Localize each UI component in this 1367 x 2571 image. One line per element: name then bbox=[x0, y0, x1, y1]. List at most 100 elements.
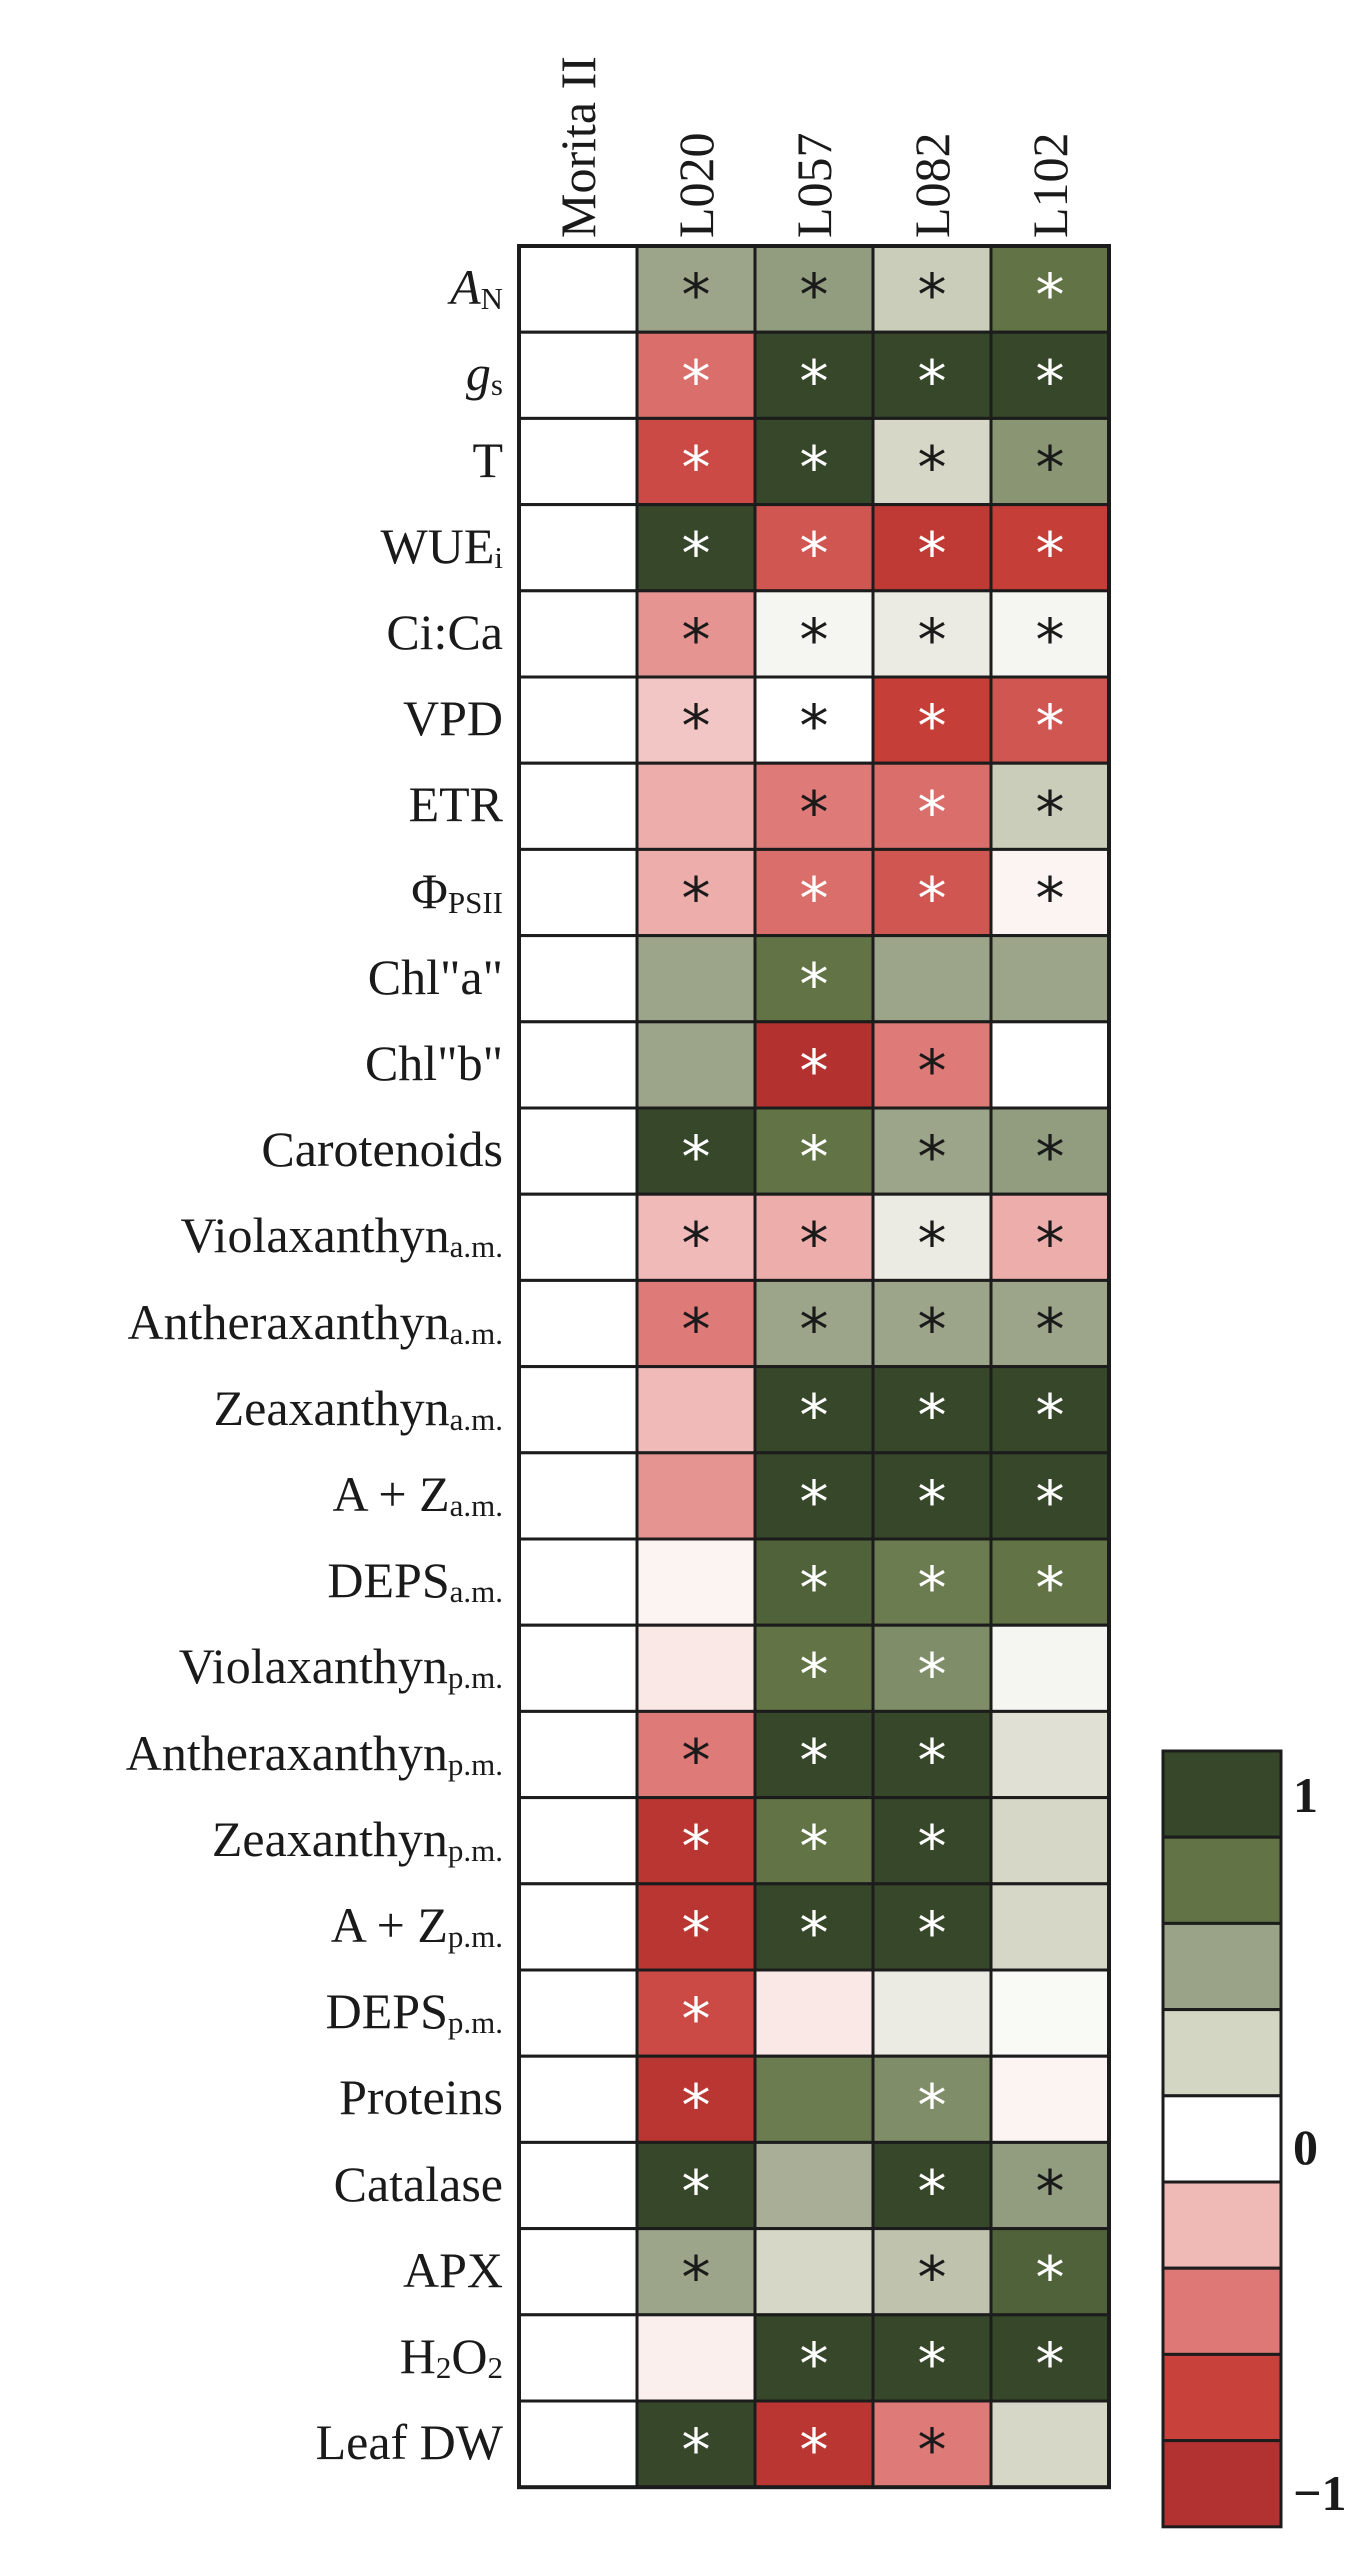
row-label-main: Chl"a" bbox=[367, 948, 503, 1005]
row-label-main: Zeaxanthyn bbox=[213, 1379, 450, 1436]
significance-marker: * bbox=[800, 2330, 829, 2398]
significance-marker: * bbox=[918, 1037, 947, 1105]
row-label-subscript: a.m. bbox=[449, 1401, 503, 1437]
heatmap-cell bbox=[517, 2399, 639, 2489]
heatmap-cell bbox=[989, 2054, 1111, 2144]
row-label: Zeaxanthynp.m. bbox=[212, 1809, 503, 1881]
row-label-main: Antheraxanthyn bbox=[127, 1293, 450, 1350]
heatmap-cell bbox=[635, 2227, 757, 2317]
heatmap-cell bbox=[753, 675, 875, 765]
significance-marker: * bbox=[1036, 692, 1065, 760]
heatmap-cell bbox=[753, 1623, 875, 1713]
row-label-main: APX bbox=[402, 2241, 503, 2298]
heatmap-cell bbox=[517, 2054, 639, 2144]
significance-marker: * bbox=[800, 347, 829, 415]
row-label: A + Za.m. bbox=[333, 1464, 503, 1536]
significance-marker: * bbox=[800, 1640, 829, 1708]
significance-marker: * bbox=[1036, 606, 1065, 674]
significance-marker: * bbox=[1036, 2244, 1065, 2312]
significance-marker: * bbox=[800, 606, 829, 674]
heatmap-cell bbox=[989, 934, 1111, 1024]
legend-tick-label: 1 bbox=[1293, 1767, 1318, 1823]
heatmap-cell bbox=[871, 934, 993, 1024]
significance-marker: * bbox=[800, 1813, 829, 1881]
significance-marker: * bbox=[682, 692, 711, 760]
significance-marker: * bbox=[800, 1123, 829, 1191]
heatmap-cell bbox=[753, 1537, 875, 1627]
significance-marker: * bbox=[918, 606, 947, 674]
row-label-main: Ci:Ca bbox=[386, 603, 503, 660]
significance-marker: * bbox=[800, 951, 829, 1019]
row-label-subscript: N bbox=[480, 281, 503, 317]
significance-marker: * bbox=[800, 692, 829, 760]
heatmap-cell bbox=[635, 675, 757, 765]
heatmap-cell bbox=[753, 330, 875, 420]
row-label: ΦPSII bbox=[411, 861, 503, 933]
significance-marker: * bbox=[1036, 261, 1065, 329]
row-label-subscript: 2 bbox=[435, 2349, 452, 2385]
significance-marker: * bbox=[1036, 1468, 1065, 1536]
heatmap-cell bbox=[753, 416, 875, 507]
heatmap-cell bbox=[753, 2140, 875, 2231]
heatmap-cell bbox=[989, 1709, 1111, 1800]
row-label-main: T bbox=[472, 431, 503, 488]
significance-marker: * bbox=[682, 606, 711, 674]
row-label-subscript2: 2 bbox=[487, 2349, 504, 2385]
row-label: Carotenoids bbox=[261, 1119, 503, 1179]
row-label: gs bbox=[466, 343, 503, 415]
row-label-main: Violaxanthyn bbox=[180, 1207, 450, 1264]
significance-marker: * bbox=[800, 261, 829, 329]
heatmap-cell bbox=[989, 1278, 1111, 1369]
heatmap-cell bbox=[989, 847, 1111, 938]
row-label-main: A bbox=[450, 259, 481, 316]
significance-marker: * bbox=[682, 2244, 711, 2312]
heatmap-cell bbox=[753, 2313, 875, 2403]
significance-marker: * bbox=[800, 1382, 829, 1450]
heatmap-cell bbox=[635, 1537, 757, 1627]
significance-marker: * bbox=[800, 1209, 829, 1277]
heatmap-cell bbox=[871, 675, 993, 765]
heatmap-cell bbox=[989, 1796, 1111, 1886]
heatmap-cell bbox=[871, 1106, 993, 1196]
heatmap-cell bbox=[635, 589, 757, 679]
heatmap-cell bbox=[989, 1882, 1111, 1972]
legend-swatch bbox=[1161, 2266, 1283, 2356]
heatmap-cell bbox=[517, 1365, 639, 1455]
row-label-main: A + Z bbox=[330, 1896, 448, 1953]
significance-marker: * bbox=[682, 865, 711, 933]
heatmap-cell bbox=[753, 1106, 875, 1196]
row-label-main: A + Z bbox=[332, 1465, 450, 1522]
heatmap-cell bbox=[871, 1365, 993, 1455]
significance-marker: * bbox=[800, 1037, 829, 1105]
column-label: Morita II bbox=[550, 56, 606, 238]
row-label: DEPSp.m. bbox=[326, 1981, 503, 2053]
heatmap-cell bbox=[517, 1020, 639, 1110]
significance-marker: * bbox=[918, 1123, 947, 1191]
significance-marker: * bbox=[1036, 1209, 1065, 1277]
heatmap-cell bbox=[871, 589, 993, 679]
significance-marker: * bbox=[800, 865, 829, 933]
significance-marker: * bbox=[682, 1209, 711, 1277]
significance-marker: * bbox=[1036, 1382, 1065, 1450]
heatmap-cell bbox=[635, 1968, 757, 2058]
row-label-main: DEPS bbox=[325, 1983, 448, 2040]
row-label-subscript: p.m. bbox=[447, 2005, 503, 2041]
heatmap-cell bbox=[517, 244, 639, 334]
legend-swatch bbox=[1161, 2008, 1283, 2098]
heatmap-cell bbox=[517, 1796, 639, 1886]
row-label: VPD bbox=[403, 688, 503, 748]
heatmap-cell bbox=[989, 1365, 1111, 1455]
significance-marker: * bbox=[918, 1382, 947, 1450]
significance-marker: * bbox=[1036, 1296, 1065, 1364]
significance-marker: * bbox=[682, 261, 711, 329]
heatmap-cell bbox=[517, 2313, 639, 2403]
heatmap-cell bbox=[753, 2227, 875, 2317]
row-label-main: Proteins bbox=[339, 2069, 503, 2126]
significance-marker: * bbox=[1036, 778, 1065, 846]
significance-marker: * bbox=[800, 434, 829, 502]
heatmap-cell bbox=[871, 1451, 993, 1541]
heatmap-cell bbox=[635, 1451, 757, 1541]
heatmap-cell bbox=[517, 416, 639, 507]
heatmap-cell bbox=[871, 1537, 993, 1627]
significance-marker: * bbox=[682, 347, 711, 415]
